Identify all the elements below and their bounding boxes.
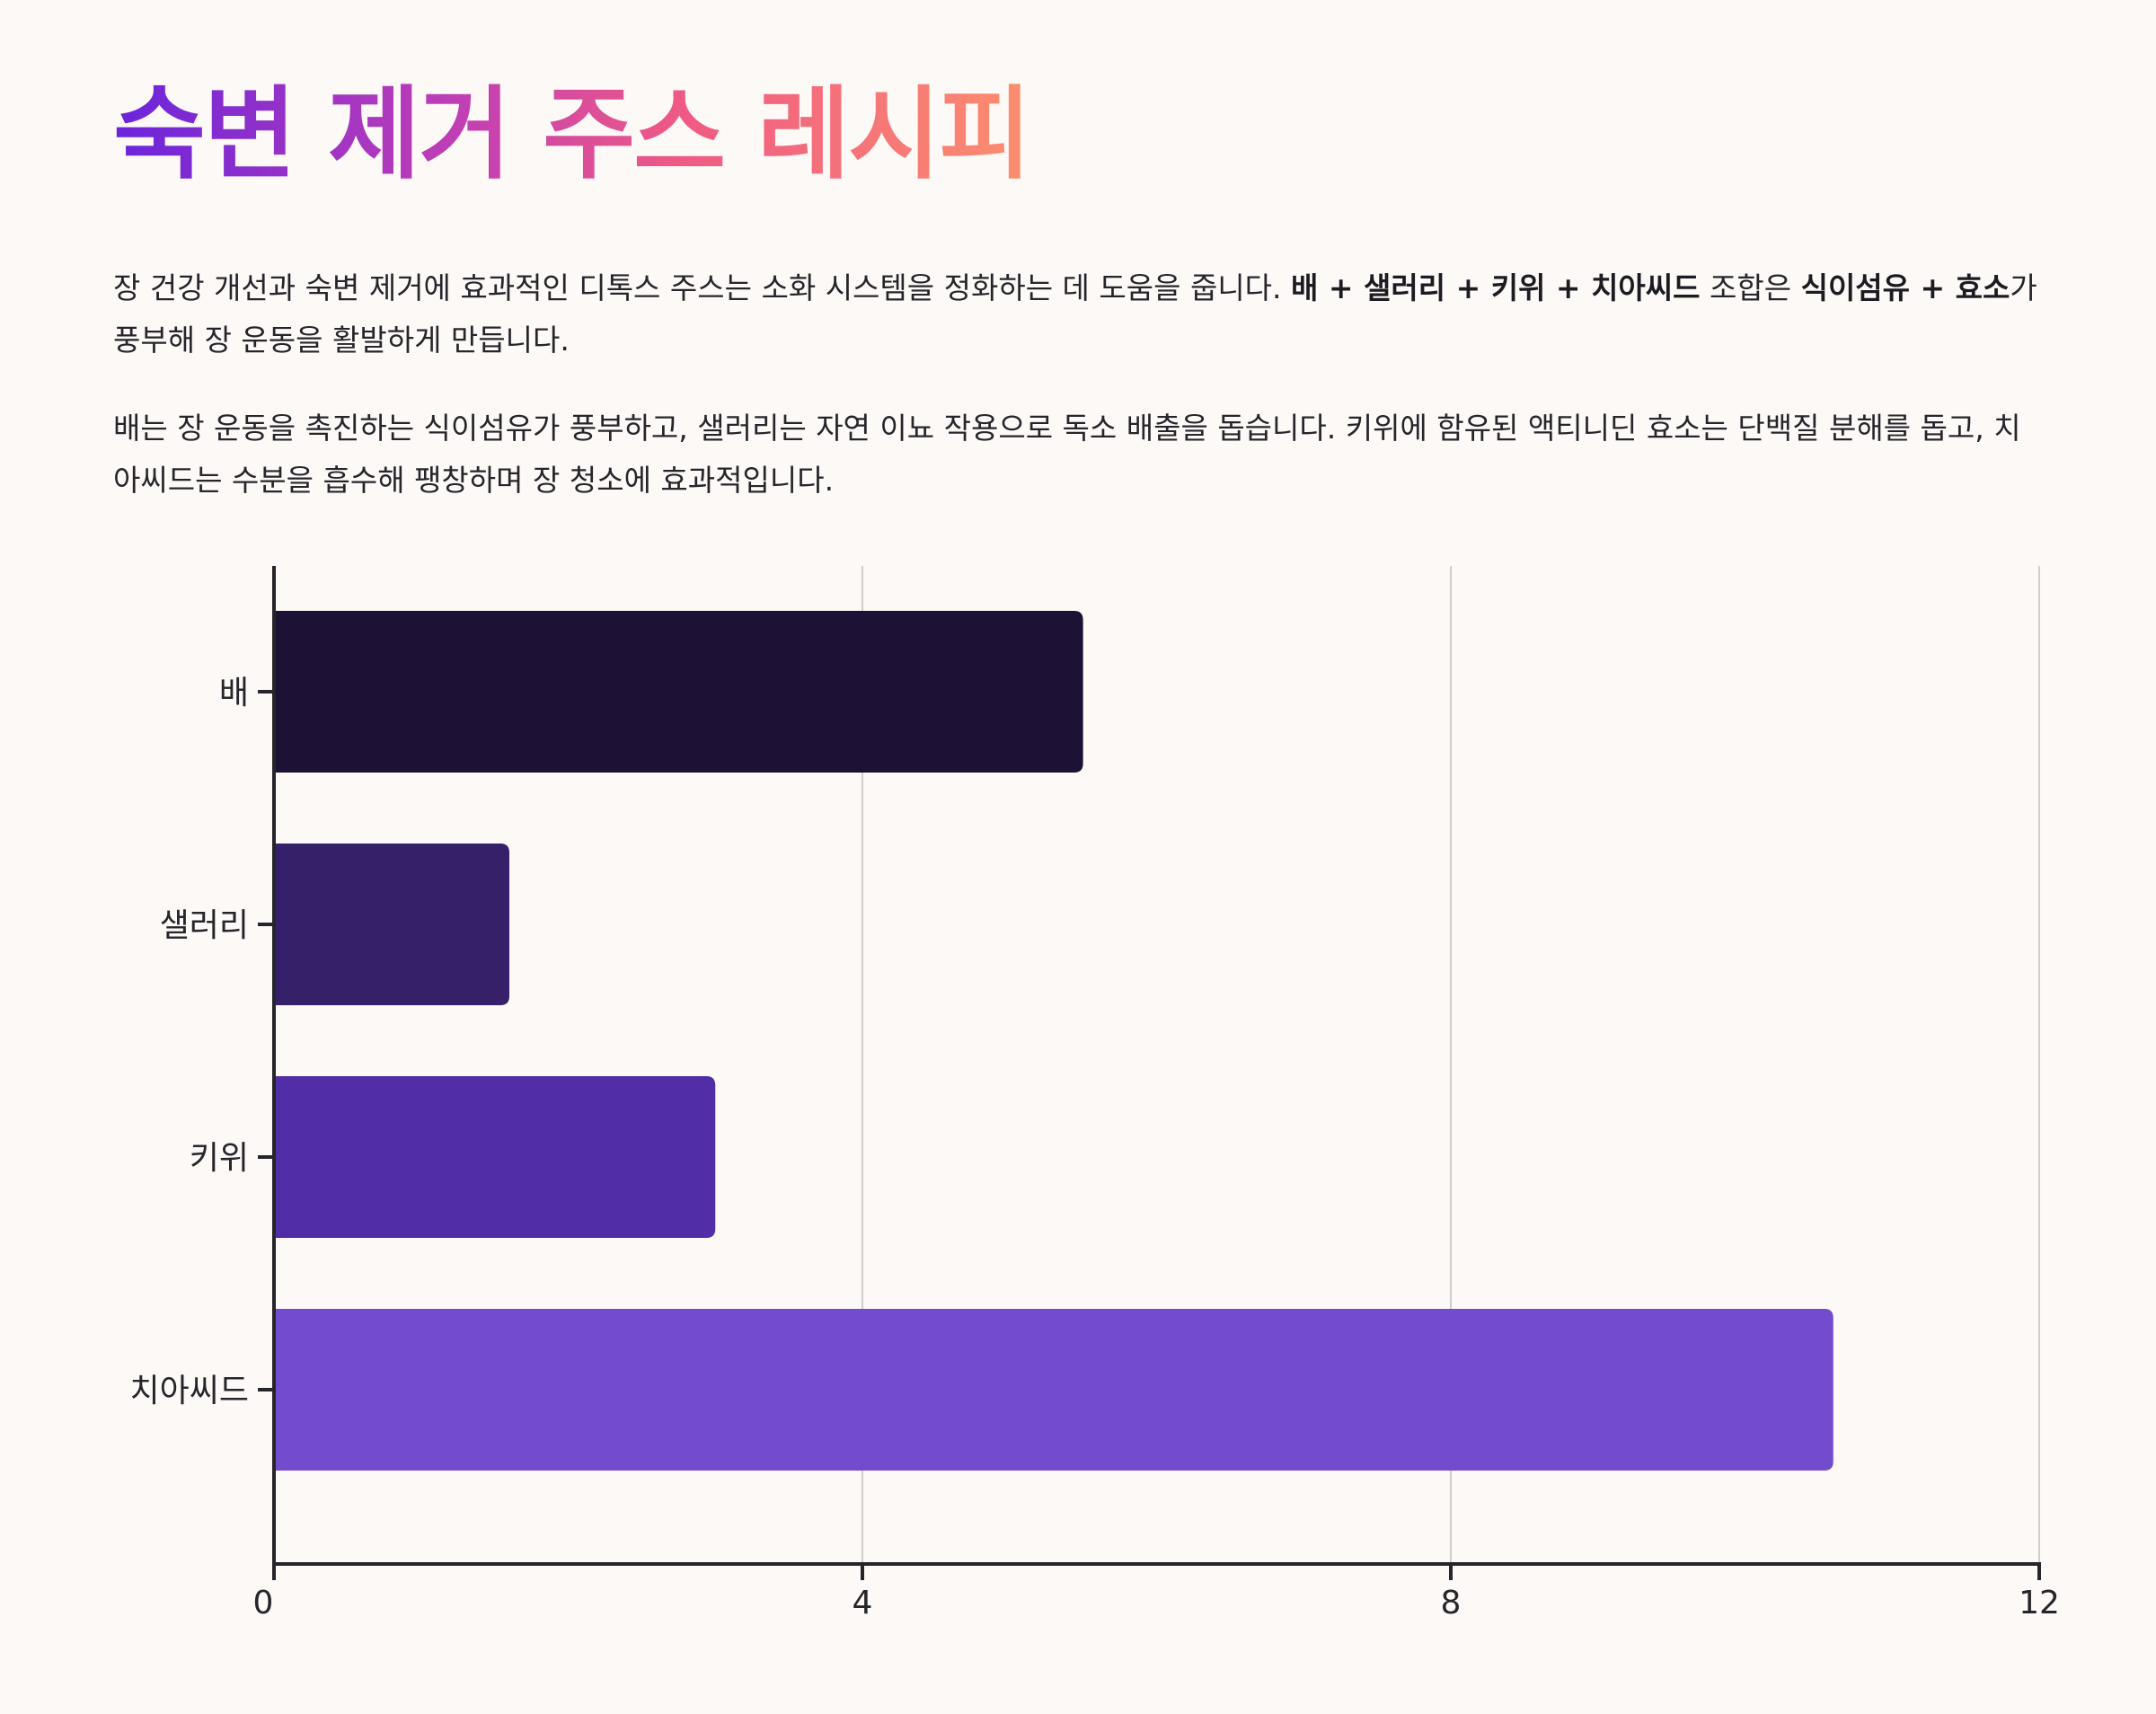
x-tick-label-12: 12 [2019, 1585, 2060, 1617]
axes [258, 566, 2041, 1580]
intro-paragraph-2: 배는 장 운동을 촉진하는 식이섬유가 풍부하고, 샐러리는 자연 이뇨 작용으… [113, 411, 2021, 498]
intro-text-1: 장 건강 개선과 숙변 제거에 효과적인 디톡스 주스는 소화 시스템을 정화하… [113, 270, 1292, 305]
x-tick-label-0: 0 [253, 1585, 274, 1617]
y-tick-label-1: 배 [219, 675, 249, 711]
page-title: 숙변 제거 주스 레시피 [113, 72, 1031, 198]
intro-bold-ingredients: 배 + 샐러리 + 키위 + 치아씨드 [1291, 270, 1701, 305]
y-tick-label-3: 키위 [190, 1140, 249, 1177]
bar-2 [274, 844, 509, 1005]
bar-3 [274, 1076, 716, 1238]
intro-bold-nutrients: 식이섬유 + 효소 [1800, 270, 2010, 305]
x-tick-label-4: 4 [853, 1585, 873, 1617]
x-tick-label-8: 8 [1441, 1585, 1462, 1617]
y-tick-label-2: 샐러리 [160, 907, 249, 944]
intro-text-3: 가 풍부해 장 운동을 활발하게 만듭니다. [113, 270, 2037, 358]
bars [274, 611, 1833, 1471]
intro-paragraph-1: 장 건강 개선과 숙변 제거에 효과적인 디톡스 주스는 소화 시스템을 정화하… [113, 262, 2045, 367]
y-tick-label-4: 치아씨드 [130, 1373, 249, 1409]
intro-text-2: 조합은 [1700, 270, 1801, 305]
bar-1 [274, 611, 1083, 773]
bar-4 [274, 1309, 1833, 1471]
